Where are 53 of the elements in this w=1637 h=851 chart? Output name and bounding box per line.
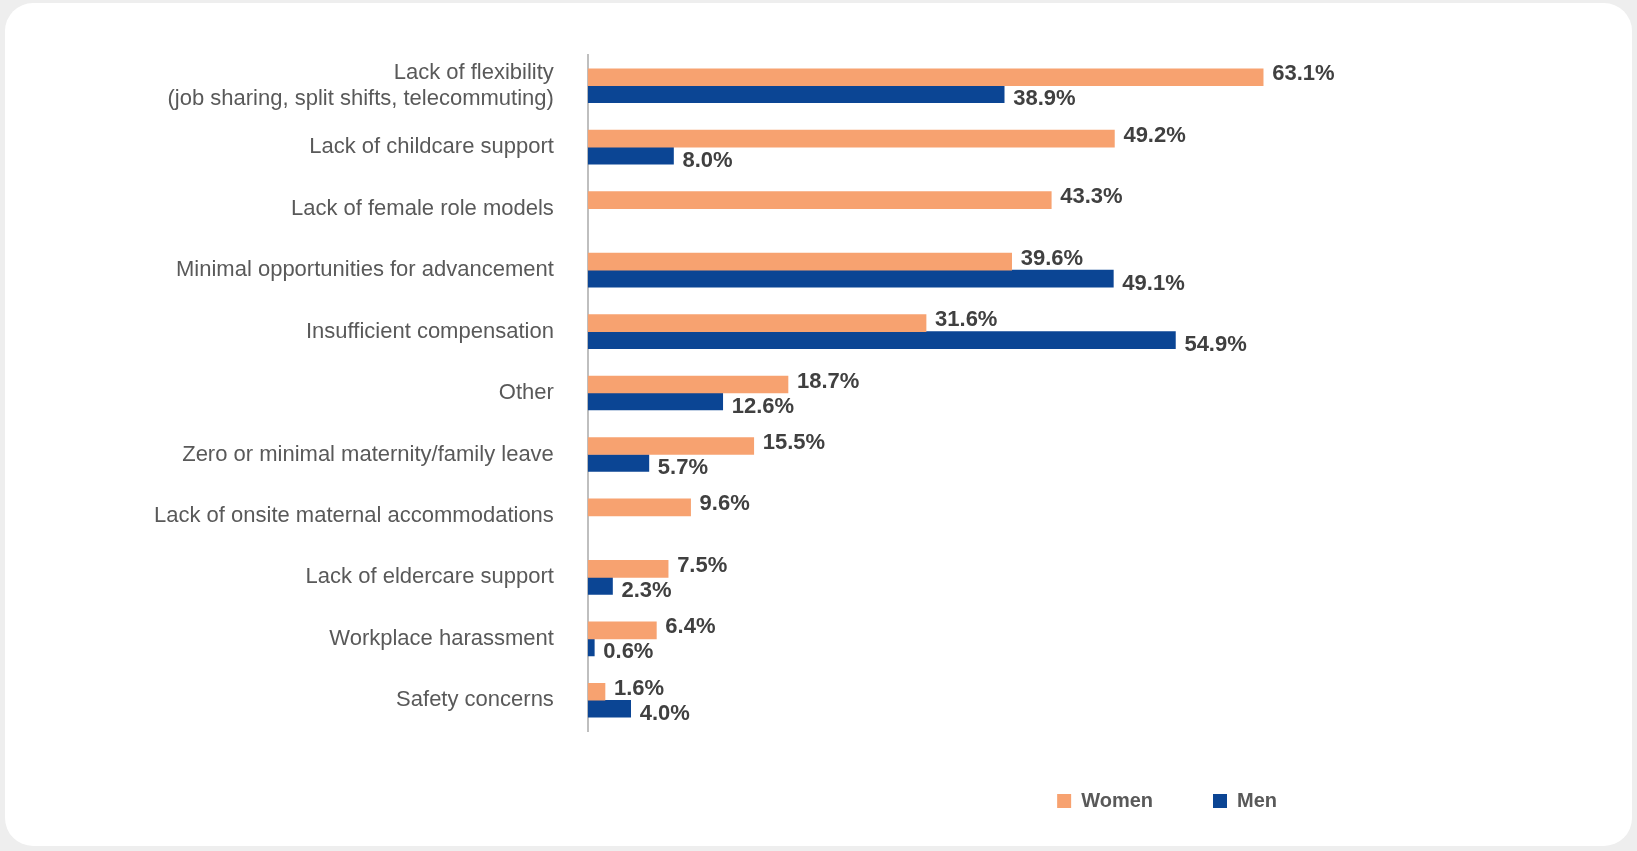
data-label: 49.2% — [1123, 121, 1186, 147]
bar — [587, 560, 669, 578]
y-tick-label: Lack of onsite maternal accommodations — [153, 501, 554, 527]
data-label: 12.6% — [731, 392, 795, 418]
bar — [587, 85, 1005, 104]
y-tick-label: Zero or minimal maternity/family leave — [182, 440, 554, 466]
data-label: 6.4% — [665, 613, 716, 639]
y-tick-label: Insufficient compensation — [306, 317, 554, 343]
legend-label: Men — [1237, 788, 1277, 811]
data-label: 38.9% — [1013, 85, 1076, 111]
data-label: 15.5% — [762, 429, 826, 455]
data-label: 7.5% — [677, 551, 728, 577]
data-label: 5.7% — [657, 454, 709, 480]
bar — [587, 638, 595, 657]
y-tick-label: Lack of childcare support — [309, 133, 554, 159]
data-label: 2.3% — [621, 576, 672, 602]
data-label: 31.6% — [935, 306, 998, 332]
y-tick-label: Lack of female role models — [290, 194, 554, 220]
bar — [587, 699, 632, 718]
y-tick-label: Lack of flexibility (job sharing, split shifts, telecommuting) — [167, 58, 554, 110]
bar — [587, 375, 789, 394]
bar — [587, 392, 724, 411]
y-tick-label: Other — [498, 379, 554, 405]
bar — [587, 682, 606, 701]
data-label: 43.3% — [1060, 183, 1123, 209]
data-label: 49.1% — [1122, 269, 1185, 295]
bar — [587, 191, 1052, 209]
data-label: 0.6% — [603, 638, 654, 664]
bar — [587, 252, 1012, 271]
data-label: 4.0% — [639, 699, 690, 725]
y-tick-label: Lack of eldercare support — [305, 563, 554, 589]
bar — [587, 498, 691, 517]
y-tick-label: Workplace harassment — [329, 624, 554, 650]
y-tick-label: Minimal opportunities for advancement — [176, 256, 554, 282]
data-label: 18.7% — [796, 367, 860, 393]
bar — [587, 331, 1176, 349]
data-label: 8.0% — [682, 146, 733, 172]
bar — [587, 577, 613, 595]
data-label: 39.6% — [1020, 244, 1084, 270]
bar — [587, 314, 927, 332]
data-label: 1.6% — [613, 674, 665, 700]
data-label: 9.6% — [699, 490, 750, 516]
bar — [587, 454, 650, 472]
bar — [587, 621, 657, 640]
bar — [587, 437, 755, 455]
bar — [587, 129, 1115, 148]
bar — [587, 146, 674, 165]
bar — [587, 68, 1264, 87]
y-tick-label: Safety concerns — [396, 686, 554, 712]
data-label: 63.1% — [1272, 60, 1335, 86]
legend-label: Women — [1081, 788, 1153, 811]
bar — [587, 269, 1114, 288]
data-label: 54.9% — [1184, 331, 1247, 357]
